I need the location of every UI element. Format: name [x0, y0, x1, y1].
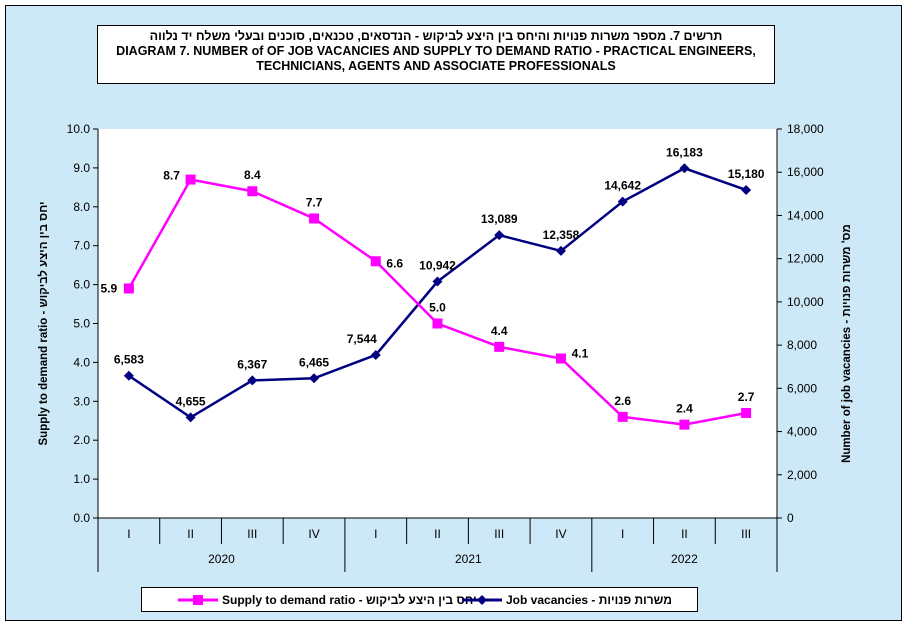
left-tick-label: 5.0	[73, 317, 90, 331]
x-tick-label: IV	[308, 527, 319, 541]
x-tick-label: II	[434, 527, 441, 541]
vacancies-data-label: 12,358	[543, 228, 580, 242]
ratio-data-label: 2.4	[676, 402, 693, 416]
ratio-data-label: 7.7	[306, 195, 323, 209]
vacancies-data-label: 13,089	[481, 212, 518, 226]
right-axis-title: Number of job vacancies - מס' משרות פנוי…	[841, 224, 853, 463]
ratio-data-label: 4.4	[491, 324, 508, 338]
x-tick-label: IV	[555, 527, 566, 541]
vacancies-point	[432, 276, 443, 287]
right-tick-label: 14,000	[787, 208, 824, 222]
ratio-point	[432, 318, 443, 329]
legend-label-vacancies: Job vacancies - משרות פנויות	[506, 592, 672, 607]
ratio-point	[494, 341, 505, 352]
left-tick-label: 8.0	[73, 200, 90, 214]
legend-marker-vacancies	[462, 594, 502, 605]
x-tick-label: II	[681, 527, 688, 541]
vacancies-point	[370, 349, 381, 360]
right-tick-label: 2,000	[787, 468, 817, 482]
legend-marker-ratio	[178, 594, 218, 605]
right-tick-label: 12,000	[787, 252, 824, 266]
legend-label-ratio: Supply to demand ratio - יחס בין היצע לב…	[222, 592, 477, 607]
left-tick-label: 3.0	[73, 394, 90, 408]
legend-item-vacancies: Job vacancies - משרות פנויות	[462, 588, 672, 611]
left-tick-label: 4.0	[73, 355, 90, 369]
chart-title-box: תרשים 7. מספר משרות פנויות והיחס בין היצ…	[97, 25, 775, 84]
legend-item-ratio: Supply to demand ratio - יחס בין היצע לב…	[178, 588, 477, 611]
vacancies-data-label: 7,544	[347, 332, 377, 346]
vacancies-point	[494, 230, 505, 241]
ratio-data-label: 5.9	[101, 281, 118, 295]
ratio-point	[679, 419, 690, 430]
ratio-point	[185, 174, 196, 185]
right-tick-label: 8,000	[787, 338, 817, 352]
left-tick-label: 1.0	[73, 472, 90, 486]
vacancies-data-label: 4,655	[176, 394, 206, 408]
right-tick-label: 18,000	[787, 122, 824, 136]
x-tick-label: I	[127, 527, 130, 541]
chart-title-english-line2: TECHNICIANS, AGENTS AND ASSOCIATE PROFES…	[256, 59, 616, 73]
chart-title-english-line1: DIAGRAM 7. NUMBER of OF JOB VACANCIES AN…	[116, 44, 756, 58]
ratio-point	[370, 256, 381, 267]
vacancies-data-label: 6,583	[114, 353, 144, 367]
chart-title-hebrew: תרשים 7. מספר משרות פנויות והיחס בין היצ…	[149, 29, 723, 43]
left-tick-label: 0.0	[73, 511, 90, 525]
left-tick-label: 6.0	[73, 278, 90, 292]
x-tick-label: III	[741, 527, 751, 541]
ratio-point	[741, 407, 752, 418]
x-tick-label: I	[621, 527, 624, 541]
ratio-point	[247, 186, 258, 197]
right-tick-label: 0	[787, 511, 794, 525]
vacancies-point	[309, 373, 320, 384]
year-label: 2021	[455, 552, 482, 566]
left-tick-label: 2.0	[73, 433, 90, 447]
vacancies-data-label: 14,642	[604, 179, 641, 193]
ratio-data-label: 2.6	[614, 394, 631, 408]
x-tick-label: III	[494, 527, 504, 541]
vacancies-point	[617, 196, 628, 207]
ratio-data-label: 8.4	[244, 168, 261, 182]
vacancies-data-label: 10,942	[419, 259, 456, 273]
x-tick-label: II	[187, 527, 194, 541]
right-tick-label: 6,000	[787, 381, 817, 395]
ratio-point	[617, 411, 628, 422]
left-tick-label: 9.0	[73, 161, 90, 175]
ratio-data-label: 2.7	[738, 390, 755, 404]
x-tick-label: I	[374, 527, 377, 541]
x-tick-label: III	[247, 527, 257, 541]
ratio-point	[309, 213, 320, 224]
ratio-data-label: 4.1	[572, 347, 589, 361]
right-tick-label: 10,000	[787, 295, 824, 309]
vacancies-point	[679, 163, 690, 174]
ratio-data-label: 6.6	[386, 256, 403, 270]
ratio-data-label: 8.7	[163, 169, 180, 183]
vacancies-point	[555, 245, 566, 256]
vacancies-data-label: 6,465	[299, 355, 329, 369]
year-label: 2020	[208, 552, 235, 566]
year-label: 2022	[671, 552, 698, 566]
vacancies-point	[123, 370, 134, 381]
ratio-point	[123, 283, 134, 294]
right-tick-label: 4,000	[787, 425, 817, 439]
left-tick-label: 7.0	[73, 239, 90, 253]
vacancies-data-label: 15,180	[728, 167, 765, 181]
vacancies-data-label: 16,183	[666, 145, 703, 159]
vacancies-data-label: 6,367	[237, 357, 267, 371]
vacancies-point	[741, 184, 752, 195]
ratio-point	[555, 353, 566, 364]
ratio-data-label: 5.0	[429, 301, 446, 315]
legend: Supply to demand ratio - יחס בין היצע לב…	[141, 587, 698, 612]
vacancies-point	[247, 375, 258, 386]
left-tick-label: 10.0	[67, 122, 91, 136]
vacancies-point	[185, 412, 196, 423]
right-tick-label: 16,000	[787, 165, 824, 179]
left-axis-title: Supply to demand ratio - יחס בין היצע לב…	[37, 201, 50, 445]
